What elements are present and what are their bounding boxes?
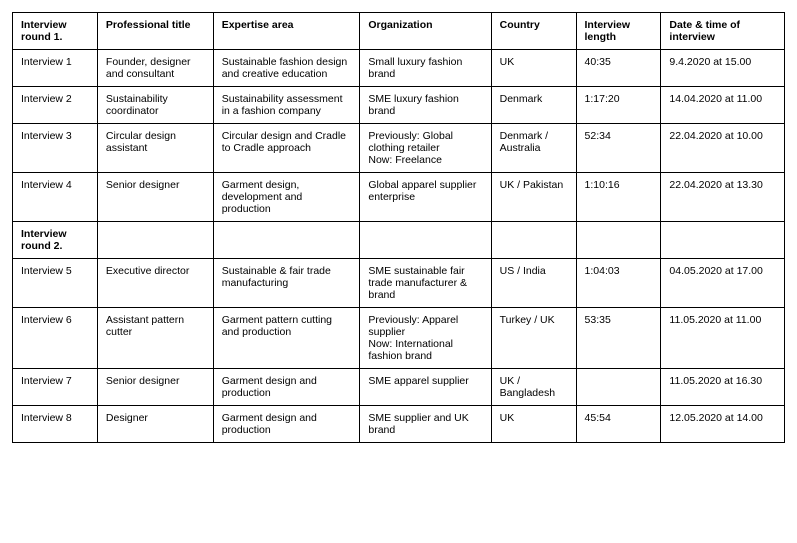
cell-expertise: Sustainable & fair trade manufacturing <box>213 259 360 308</box>
table-row: Interview 5Executive directorSustainable… <box>13 259 785 308</box>
empty-cell <box>491 222 576 259</box>
cell-id: Interview 3 <box>13 124 98 173</box>
empty-cell <box>360 222 491 259</box>
cell-country: Denmark <box>491 87 576 124</box>
cell-title: Senior designer <box>97 173 213 222</box>
col-datetime: Date & time of interview <box>661 13 785 50</box>
cell-id: Interview 2 <box>13 87 98 124</box>
cell-length: 45:54 <box>576 406 661 443</box>
col-title: Professional title <box>97 13 213 50</box>
cell-length <box>576 369 661 406</box>
cell-datetime: 9.4.2020 at 15.00 <box>661 50 785 87</box>
table-row: Interview 6Assistant pattern cutterGarme… <box>13 308 785 369</box>
cell-datetime: 14.04.2020 at 11.00 <box>661 87 785 124</box>
cell-org: SME apparel supplier <box>360 369 491 406</box>
cell-org: Previously: Global clothing retailerNow:… <box>360 124 491 173</box>
cell-expertise: Sustainability assessment in a fashion c… <box>213 87 360 124</box>
cell-datetime: 11.05.2020 at 11.00 <box>661 308 785 369</box>
cell-country: US / India <box>491 259 576 308</box>
cell-expertise: Garment design, development and producti… <box>213 173 360 222</box>
header-row: Interview round 1. Professional title Ex… <box>13 13 785 50</box>
cell-length: 40:35 <box>576 50 661 87</box>
cell-title: Founder, designer and consultant <box>97 50 213 87</box>
col-length: Interview length <box>576 13 661 50</box>
cell-org: SME supplier and UK brand <box>360 406 491 443</box>
cell-expertise: Garment pattern cutting and production <box>213 308 360 369</box>
cell-country: UK <box>491 50 576 87</box>
table-row: Interview 1Founder, designer and consult… <box>13 50 785 87</box>
cell-org: Global apparel supplier enterprise <box>360 173 491 222</box>
empty-cell <box>661 222 785 259</box>
cell-title: Assistant pattern cutter <box>97 308 213 369</box>
cell-org: Previously: Apparel supplierNow: Interna… <box>360 308 491 369</box>
cell-country: Turkey / UK <box>491 308 576 369</box>
table-row: Interview 2Sustainability coordinatorSus… <box>13 87 785 124</box>
cell-length: 52:34 <box>576 124 661 173</box>
table-row: Interview 3Circular design assistantCirc… <box>13 124 785 173</box>
table-body: Interview 1Founder, designer and consult… <box>13 50 785 443</box>
cell-length: 1:04:03 <box>576 259 661 308</box>
col-country: Country <box>491 13 576 50</box>
cell-country: UK <box>491 406 576 443</box>
cell-length: 1:17:20 <box>576 87 661 124</box>
cell-id: Interview 7 <box>13 369 98 406</box>
section-row-round2: Interview round 2. <box>13 222 785 259</box>
cell-expertise: Circular design and Cradle to Cradle app… <box>213 124 360 173</box>
empty-cell <box>97 222 213 259</box>
cell-country: UK / Pakistan <box>491 173 576 222</box>
col-expertise: Expertise area <box>213 13 360 50</box>
cell-expertise: Garment design and production <box>213 406 360 443</box>
cell-id: Interview 6 <box>13 308 98 369</box>
cell-id: Interview 8 <box>13 406 98 443</box>
cell-datetime: 22.04.2020 at 10.00 <box>661 124 785 173</box>
cell-id: Interview 5 <box>13 259 98 308</box>
col-organization: Organization <box>360 13 491 50</box>
cell-datetime: 11.05.2020 at 16.30 <box>661 369 785 406</box>
cell-title: Circular design assistant <box>97 124 213 173</box>
cell-title: Executive director <box>97 259 213 308</box>
table-row: Interview 4Senior designerGarment design… <box>13 173 785 222</box>
cell-datetime: 12.05.2020 at 14.00 <box>661 406 785 443</box>
cell-org: SME sustainable fair trade manufacturer … <box>360 259 491 308</box>
cell-title: Sustainability coordinator <box>97 87 213 124</box>
cell-id: Interview 1 <box>13 50 98 87</box>
cell-expertise: Garment design and production <box>213 369 360 406</box>
empty-cell <box>576 222 661 259</box>
cell-org: SME luxury fashion brand <box>360 87 491 124</box>
cell-expertise: Sustainable fashion design and creative … <box>213 50 360 87</box>
interview-table: Interview round 1. Professional title Ex… <box>12 12 785 443</box>
section-label-round2: Interview round 2. <box>13 222 98 259</box>
cell-id: Interview 4 <box>13 173 98 222</box>
cell-length: 1:10:16 <box>576 173 661 222</box>
table-row: Interview 8DesignerGarment design and pr… <box>13 406 785 443</box>
table-row: Interview 7Senior designerGarment design… <box>13 369 785 406</box>
cell-org: Small luxury fashion brand <box>360 50 491 87</box>
cell-country: UK / Bangladesh <box>491 369 576 406</box>
cell-title: Designer <box>97 406 213 443</box>
cell-datetime: 04.05.2020 at 17.00 <box>661 259 785 308</box>
col-interview: Interview round 1. <box>13 13 98 50</box>
cell-title: Senior designer <box>97 369 213 406</box>
cell-datetime: 22.04.2020 at 13.30 <box>661 173 785 222</box>
cell-country: Denmark / Australia <box>491 124 576 173</box>
empty-cell <box>213 222 360 259</box>
cell-length: 53:35 <box>576 308 661 369</box>
